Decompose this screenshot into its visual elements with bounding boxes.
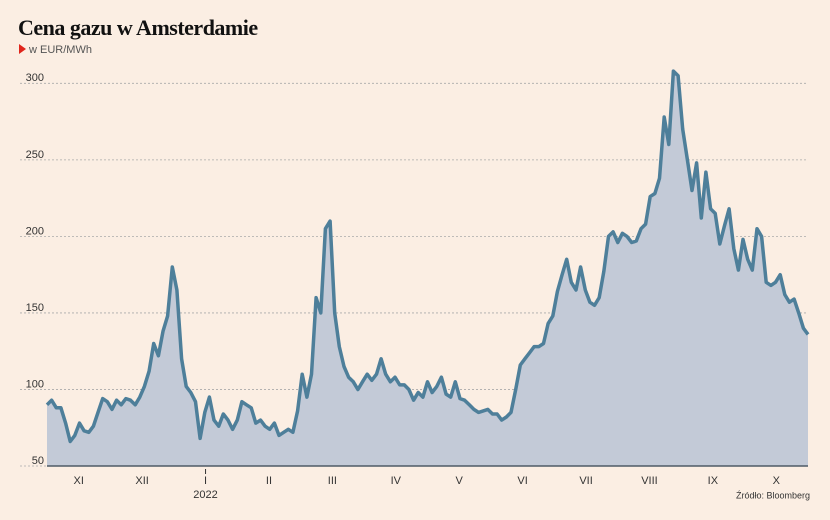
x-tick-label: XI	[74, 475, 84, 487]
line	[45, 69, 810, 444]
x-tick-label: V	[456, 475, 464, 487]
y-tick-label: 250	[26, 149, 44, 161]
y-tick-label: 200	[26, 225, 44, 237]
x-tick-label: I	[204, 475, 207, 487]
y-tick-label: 150	[26, 302, 44, 314]
x-tick-label: XII	[135, 475, 148, 487]
area-fill	[47, 71, 808, 466]
x-tick-label: IX	[708, 475, 719, 487]
x-tick-label: VI	[517, 475, 527, 487]
x-tick-label: X	[773, 475, 781, 487]
chart-subtitle: w EUR/MWh	[28, 44, 92, 56]
x-tick-label: VIII	[641, 475, 658, 487]
subtitle-marker	[19, 44, 26, 54]
y-tick-label: 50	[32, 455, 44, 467]
x-tick-label: IV	[391, 475, 402, 487]
x-tick-label: III	[328, 475, 337, 487]
chart-title: Cena gazu w Amsterdamie	[18, 15, 258, 40]
y-tick-label: 300	[26, 72, 44, 84]
x-tick-label: VII	[579, 475, 592, 487]
source: Źródło: Bloomberg	[736, 490, 810, 500]
x-tick-label: II	[266, 475, 272, 487]
y-tick-label: 100	[26, 378, 44, 390]
annotation: 2022	[193, 489, 217, 501]
